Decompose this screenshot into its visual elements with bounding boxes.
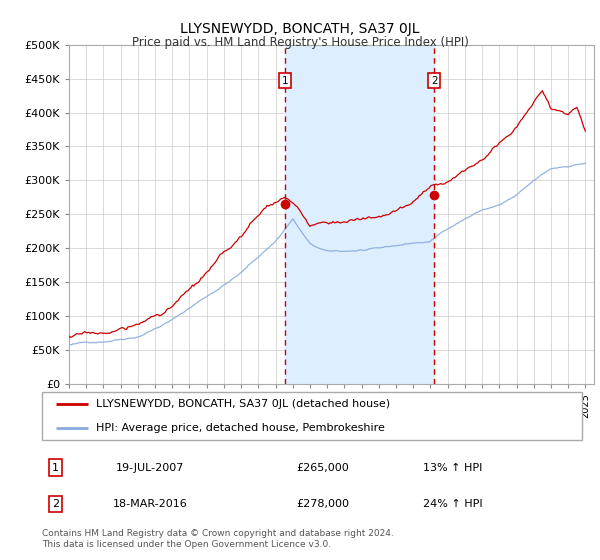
Text: LLYSNEWYDD, BONCATH, SA37 0JL (detached house): LLYSNEWYDD, BONCATH, SA37 0JL (detached … (96, 399, 390, 409)
Text: 2: 2 (431, 76, 437, 86)
Text: LLYSNEWYDD, BONCATH, SA37 0JL: LLYSNEWYDD, BONCATH, SA37 0JL (180, 22, 420, 36)
Text: Price paid vs. HM Land Registry's House Price Index (HPI): Price paid vs. HM Land Registry's House … (131, 36, 469, 49)
Text: 24% ↑ HPI: 24% ↑ HPI (422, 499, 482, 509)
Text: 1: 1 (52, 463, 59, 473)
Text: 2: 2 (52, 499, 59, 509)
Text: £265,000: £265,000 (296, 463, 349, 473)
Text: Contains HM Land Registry data © Crown copyright and database right 2024.
This d: Contains HM Land Registry data © Crown c… (42, 529, 394, 549)
Text: 1: 1 (281, 76, 288, 86)
Bar (285, 45, 434, 384)
Text: 13% ↑ HPI: 13% ↑ HPI (423, 463, 482, 473)
FancyBboxPatch shape (42, 392, 582, 440)
Text: 18-MAR-2016: 18-MAR-2016 (113, 499, 187, 509)
Text: 19-JUL-2007: 19-JUL-2007 (116, 463, 184, 473)
Text: £278,000: £278,000 (296, 499, 349, 509)
Text: HPI: Average price, detached house, Pembrokeshire: HPI: Average price, detached house, Pemb… (96, 423, 385, 433)
